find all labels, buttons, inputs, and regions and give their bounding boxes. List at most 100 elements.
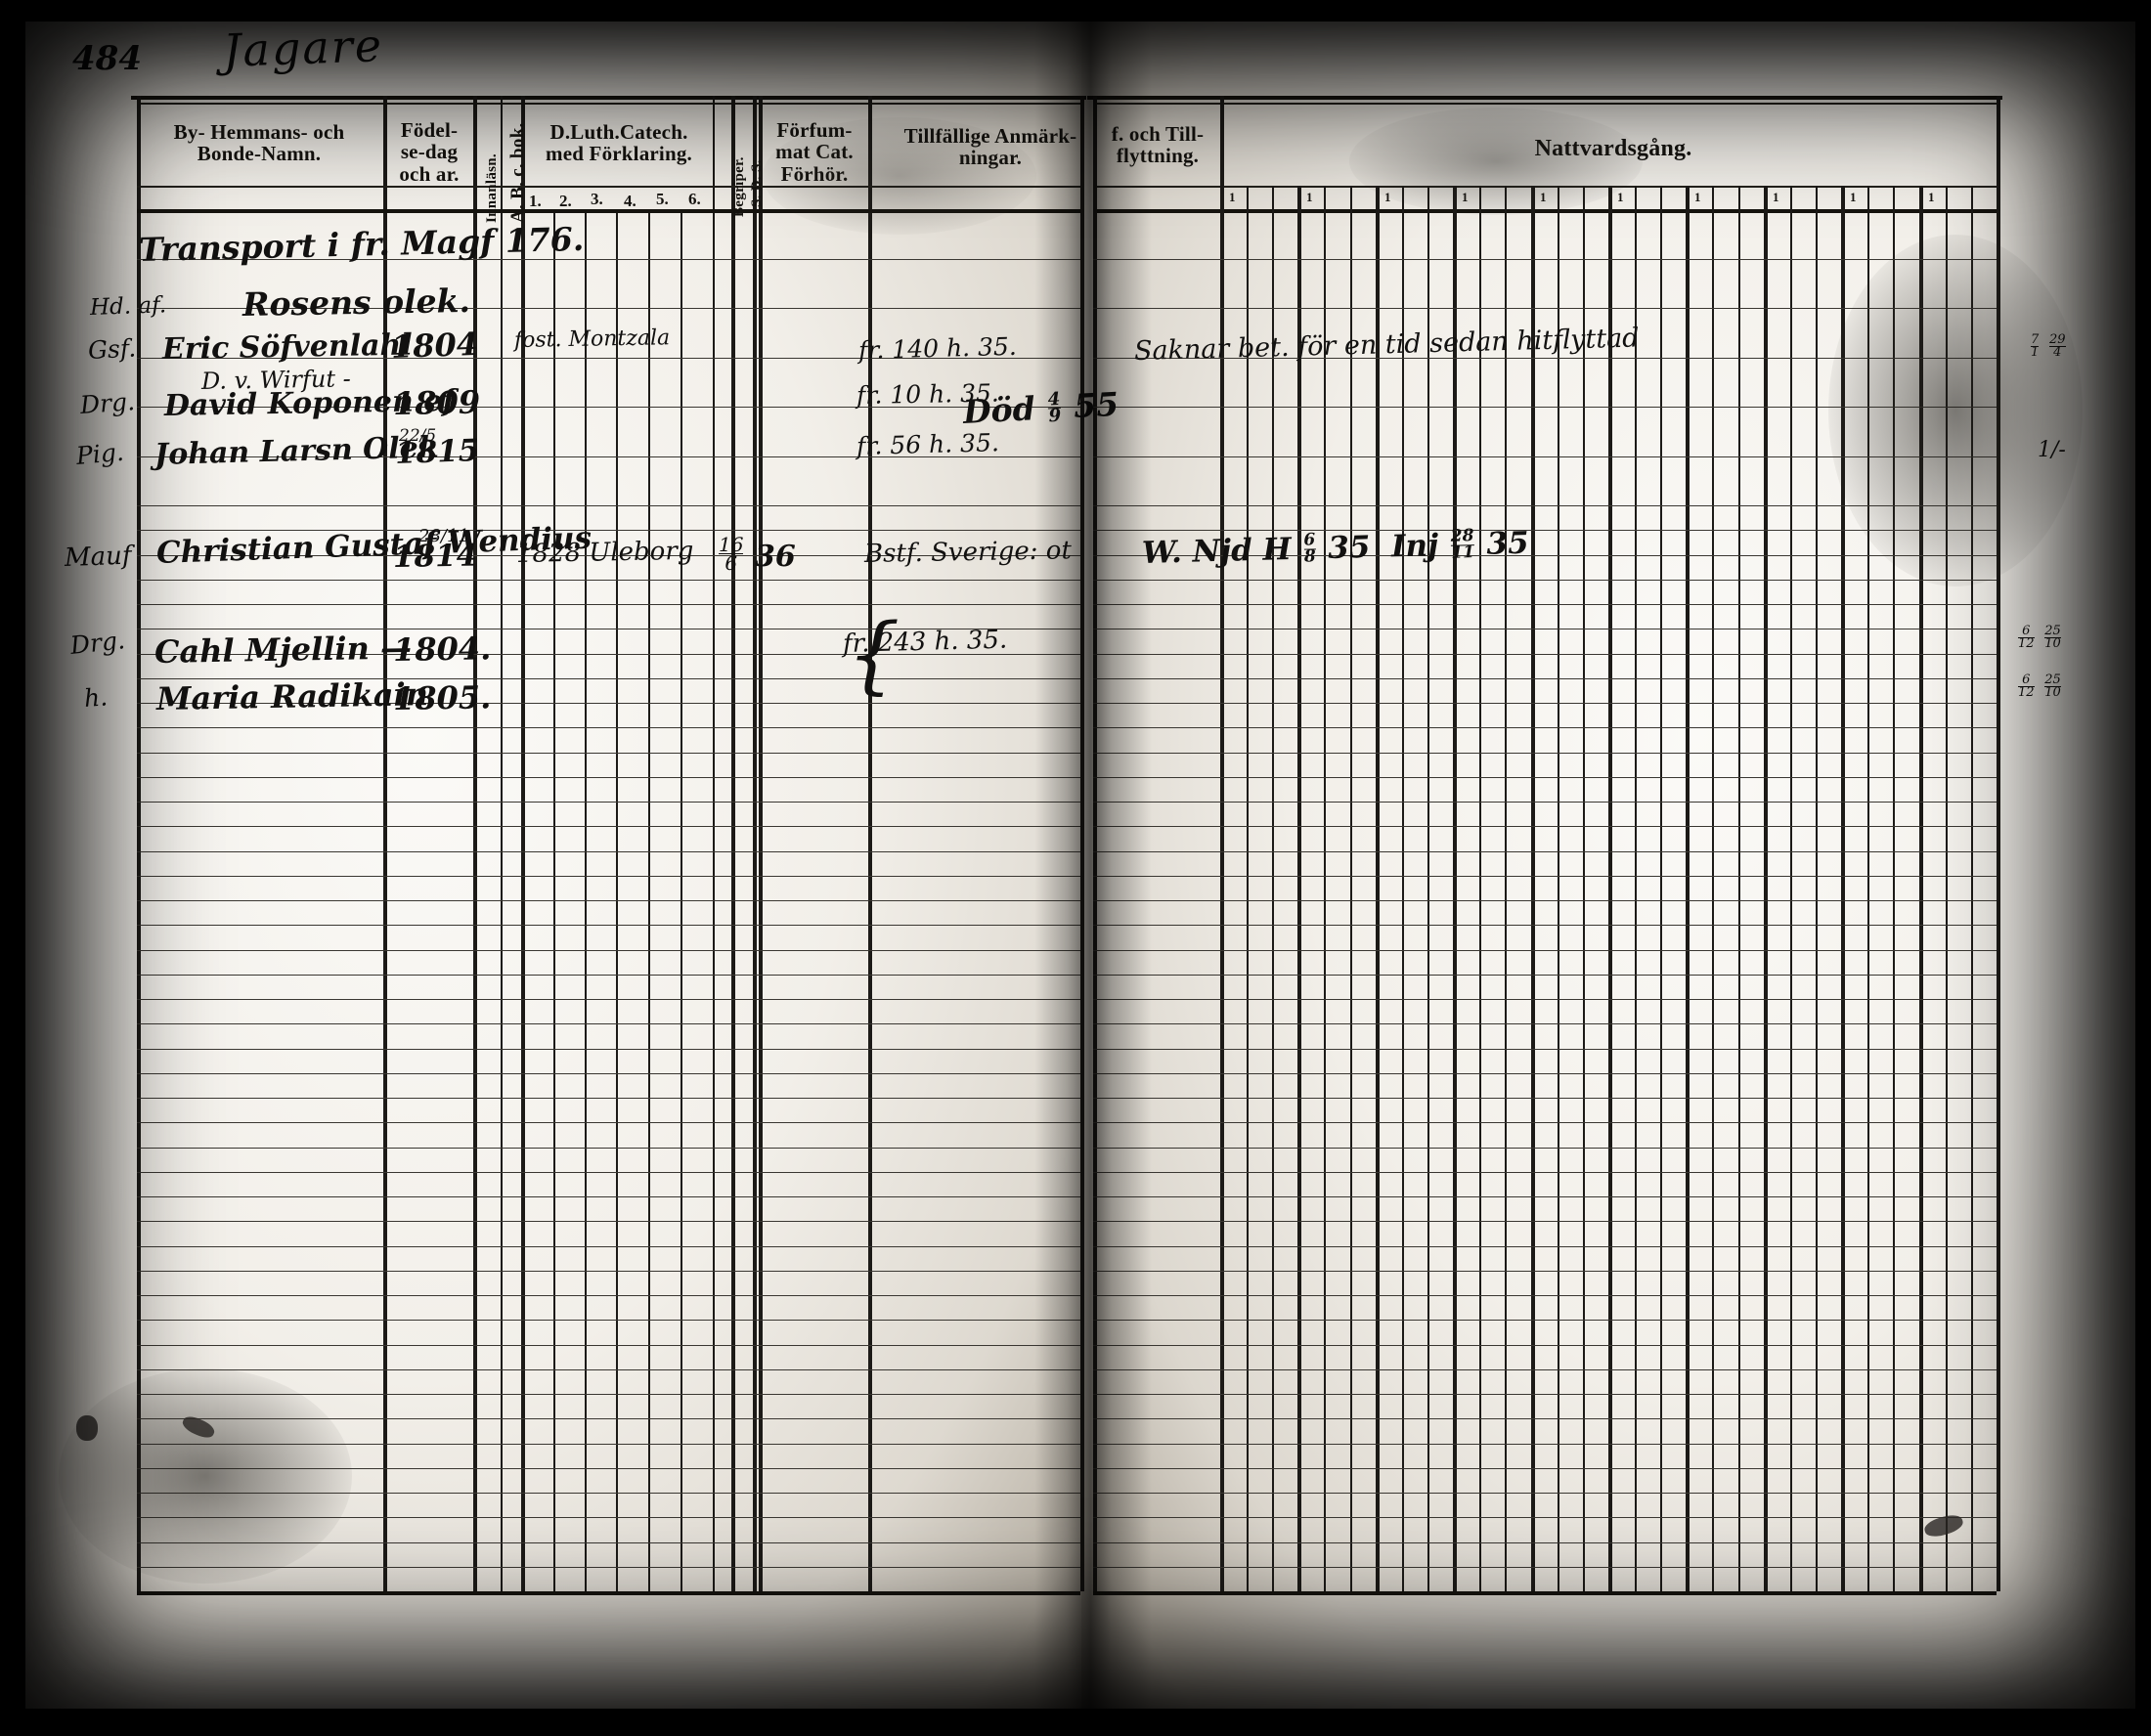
catech-subcol-3: 3. [591, 190, 603, 208]
rule-horizontal [137, 1049, 1080, 1050]
rule-horizontal [137, 777, 1080, 778]
rule-horizontal [1093, 1591, 1997, 1595]
rule-vertical [1093, 96, 1097, 1591]
rule-vertical [1402, 186, 1404, 1591]
rule-horizontal [1093, 900, 1997, 901]
entry-right-margin-4: 1/- [2038, 438, 2066, 462]
page-title: Jagare [222, 19, 384, 77]
rule-horizontal [1093, 777, 1997, 778]
col-header-fodelsedag: Födel-se-dag och ar. [399, 118, 460, 186]
col-header-nattvardsgang: Nattvardsgång. [1534, 136, 1692, 161]
rule-horizontal [137, 1369, 1080, 1370]
rule-horizontal [137, 851, 1080, 852]
rule-horizontal [137, 1148, 1080, 1149]
rule-horizontal [137, 703, 1080, 704]
entry-name-7: Maria Radikain [155, 675, 429, 717]
rule-vertical [1583, 186, 1585, 1591]
rule-vertical [1297, 186, 1301, 1591]
rule-vertical [383, 96, 387, 1591]
rule-vertical [1453, 186, 1457, 1591]
rule-horizontal [137, 975, 1080, 976]
rule-horizontal [137, 555, 1080, 556]
rule-vertical [868, 96, 872, 1591]
rule-horizontal [137, 530, 1080, 531]
rule-horizontal [1093, 1049, 1997, 1050]
entry-prefix-3: Drg. [78, 387, 136, 419]
rule-horizontal [1093, 1221, 1997, 1222]
entry-name-1: Rosens olek. [241, 281, 471, 324]
rule-horizontal [137, 678, 1080, 679]
rule-horizontal [137, 925, 1080, 926]
rule-vertical [1971, 186, 1973, 1591]
col-header-namn: By- Hemmans- och Bonde-Namn. [173, 120, 345, 166]
rule-horizontal [1093, 826, 1997, 827]
rule-horizontal [1093, 1172, 1997, 1173]
rule-horizontal [137, 103, 1080, 105]
rule-horizontal [1093, 1320, 1997, 1321]
rule-horizontal [137, 1591, 1080, 1595]
rule-horizontal [1093, 802, 1997, 803]
entry-prefix-5: Mauf [64, 541, 132, 573]
rule-horizontal [137, 654, 1080, 655]
right-page [1081, 4, 2143, 1732]
nattvard-tick-label: 1 [1540, 190, 1547, 204]
rule-horizontal [1093, 1073, 1997, 1074]
rule-vertical [1764, 186, 1768, 1591]
entry-right-margin-6: 6 12 25 10 [2018, 624, 2061, 651]
rule-horizontal [137, 505, 1080, 506]
rule-vertical [1946, 186, 1948, 1591]
rule-vertical [1220, 186, 1224, 1591]
rule-vertical [1997, 96, 2000, 1591]
entry-birth-small-4: 22/5 [399, 426, 437, 446]
rule-vertical [1790, 186, 1792, 1591]
catech-subcol-4: 4. [624, 192, 637, 210]
rule-horizontal [1093, 950, 1997, 951]
entry-birth-small-5: 28/11 [418, 526, 469, 546]
entry-prefix-6: Drg. [68, 626, 127, 660]
rule-vertical [1686, 186, 1690, 1591]
rule-vertical [759, 96, 763, 1591]
rule-vertical [1712, 186, 1714, 1591]
brace-mark: { [847, 606, 900, 704]
rule-vertical [1324, 186, 1326, 1591]
rule-horizontal [137, 604, 1080, 605]
rule-horizontal [1093, 186, 1997, 188]
rule-horizontal [137, 1172, 1080, 1173]
rule-horizontal [1093, 1345, 1997, 1346]
entry-prefix-1: Hd. af. [89, 292, 167, 321]
rule-vertical [473, 96, 477, 1591]
nattvard-tick-label: 1 [1617, 190, 1624, 204]
nattvard-tick-label: 1 [1462, 190, 1469, 204]
rule-horizontal [137, 1567, 1080, 1568]
rule-horizontal [1093, 999, 1997, 1000]
entry-anmark-5: Bstf. Sverige: ot [863, 536, 1073, 569]
rule-horizontal [137, 1221, 1080, 1222]
rule-vertical [1608, 186, 1612, 1591]
rule-horizontal [1093, 555, 1997, 556]
rule-horizontal [1093, 1493, 1997, 1494]
rule-horizontal [137, 1493, 1080, 1494]
rule-horizontal [1093, 876, 1997, 877]
col-header-catech: D.Luth.Catech. med Förklaring. [546, 120, 692, 166]
rule-horizontal [137, 802, 1080, 803]
rule-horizontal [1093, 1246, 1997, 1247]
rule-vertical [1080, 96, 1084, 1591]
rule-horizontal [1093, 308, 1997, 309]
rule-horizontal [137, 407, 1080, 408]
entry-birth-6: 1804. [392, 629, 492, 669]
rule-horizontal [137, 308, 1080, 309]
rule-horizontal [137, 753, 1080, 754]
nattvard-tick-label: 1 [1694, 190, 1701, 204]
rule-horizontal [1093, 1517, 1997, 1518]
rule-horizontal [1093, 703, 1997, 704]
rule-horizontal [137, 1196, 1080, 1197]
rule-vertical [1660, 186, 1662, 1591]
rule-horizontal [1093, 358, 1997, 359]
nattvard-tick-label: 1 [1229, 190, 1236, 204]
rule-horizontal [1093, 1148, 1997, 1149]
rule-horizontal [1093, 678, 1997, 679]
rule-vertical [1635, 186, 1637, 1591]
rule-horizontal [137, 727, 1080, 728]
